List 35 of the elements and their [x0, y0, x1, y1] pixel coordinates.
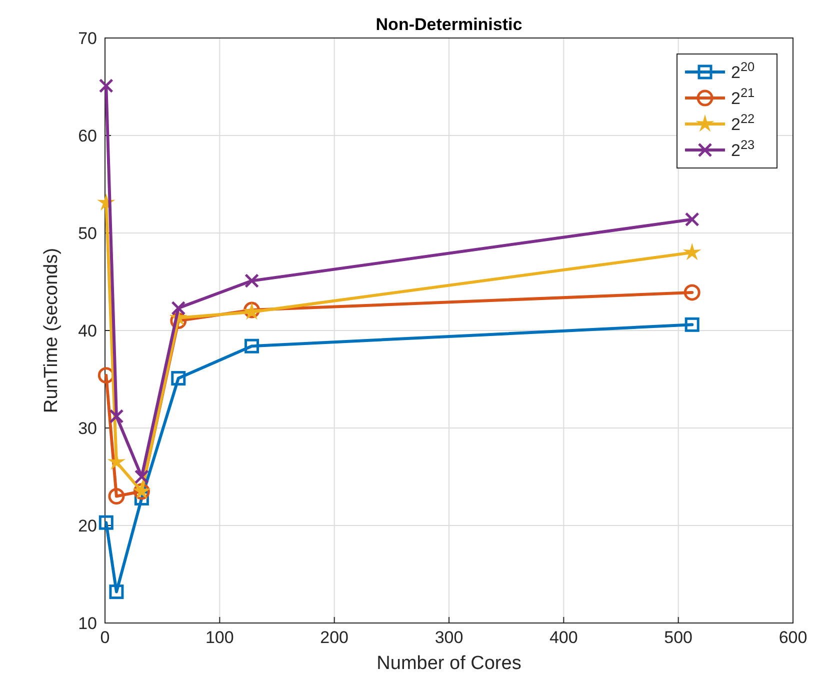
point	[109, 584, 124, 600]
point	[98, 515, 114, 530]
x-tick-label: 400	[549, 628, 578, 647]
legend-label: 2$^{22}$	[731, 110, 755, 134]
y-tick-label: 10	[78, 614, 97, 633]
point	[684, 244, 700, 260]
y-tick-label: 60	[78, 126, 97, 146]
point	[684, 317, 700, 332]
y-tick-label: 70	[78, 29, 97, 48]
legend-label: 2$^{23}$	[731, 136, 755, 160]
x-tick-label: 0	[100, 628, 110, 647]
point	[244, 274, 260, 288]
x-tick-label: 500	[664, 628, 693, 647]
x-tick-label: 200	[320, 628, 349, 647]
point	[684, 284, 700, 301]
x-tick-label: 300	[434, 628, 464, 647]
x-tick-label: 600	[778, 628, 808, 647]
legend-label: 2$^{21}$	[731, 84, 755, 108]
point	[98, 78, 114, 94]
point	[171, 371, 186, 386]
point	[108, 488, 125, 504]
x-axis-title: Number of Cores	[376, 653, 522, 674]
point	[244, 338, 260, 354]
y-tick-label: 20	[78, 516, 97, 536]
legend-label: 2$^{20}$	[731, 58, 755, 82]
point	[171, 300, 186, 316]
point	[109, 409, 124, 424]
y-tick-label: 40	[78, 322, 97, 340]
chart-title: Non-Deterministic	[376, 15, 522, 34]
y-axis-title: RunTime (seconds)	[41, 248, 62, 414]
y-tick-label: 30	[78, 419, 97, 438]
y-tick-label: 50	[78, 224, 97, 243]
point	[134, 470, 149, 484]
point	[684, 212, 700, 227]
x-tick-label: 100	[205, 628, 234, 647]
